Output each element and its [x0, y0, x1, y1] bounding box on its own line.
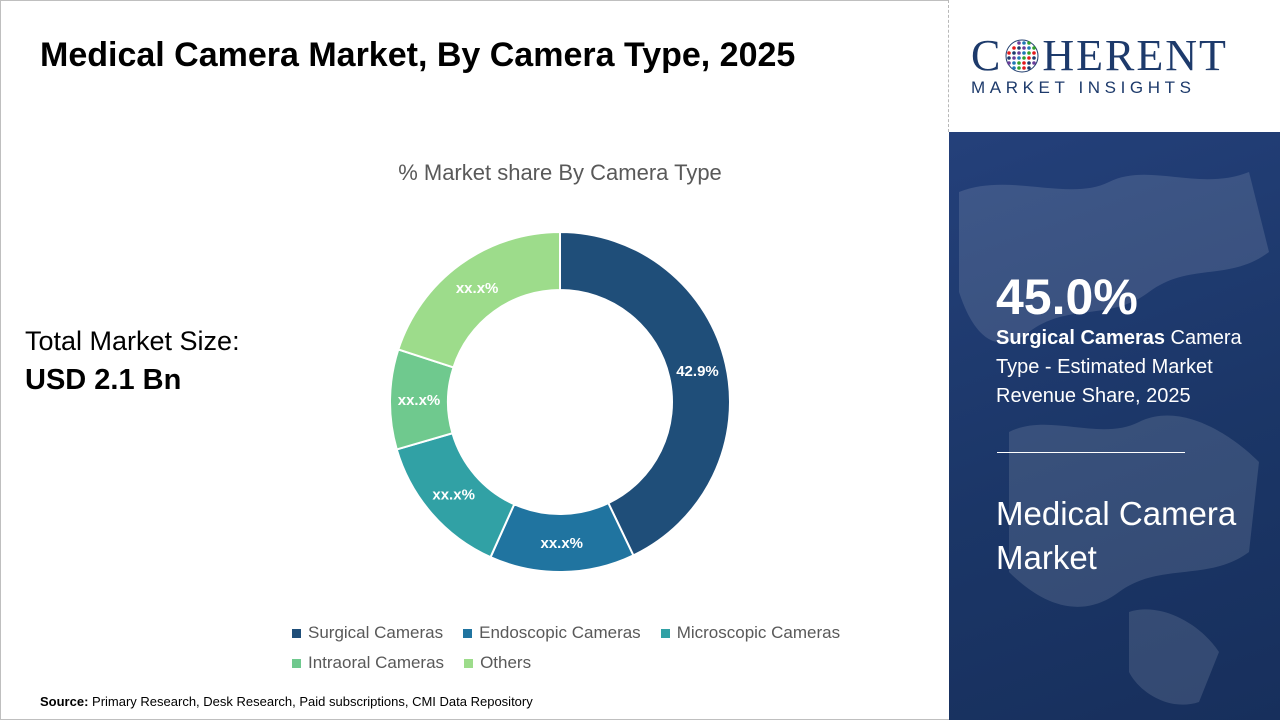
total-market-size-label: Total Market Size: [25, 326, 240, 356]
logo-tagline: MARKET INSIGHTS [971, 78, 1196, 97]
legend-item-microscopic-cameras: Microscopic Cameras [660, 623, 841, 643]
legend-label: Endoscopic Cameras [479, 623, 641, 642]
legend-row: Surgical Cameras Endoscopic Cameras Micros… [292, 618, 912, 648]
legend-item-others: Others [464, 653, 531, 673]
market-name: Medical Camera Market [996, 495, 1237, 576]
legend-swatch [292, 658, 301, 668]
highlight-description-text: Camera Type - Estimated Market Revenue S… [996, 327, 1242, 407]
donut-slice-surgical-cameras [559, 230, 731, 557]
data-label: xx.x% [432, 487, 475, 504]
total-market-size-value: USD 2.1 Bn [25, 364, 182, 396]
legend-swatch [464, 658, 474, 668]
legend-label: Intraoral Cameras [308, 653, 445, 672]
logo-letter-c: C [971, 31, 1003, 80]
chart-title: % Market share By Camera Type [398, 160, 722, 185]
world-map-icon [959, 172, 1269, 705]
chart-legend: Surgical Cameras Endoscopic Cameras Micros… [292, 618, 912, 678]
source-text: Primary Research, Desk Research, Paid su… [92, 694, 533, 709]
legend-label: Microscopic Cameras [676, 623, 841, 642]
legend-item-surgical-cameras: Surgical Cameras [292, 623, 443, 643]
highlight-value: 45.0% [996, 269, 1138, 325]
company-logo: C HERENT MARKET INSIGHTS [949, 0, 1280, 132]
source-note: Source: Primary Research, Desk Research,… [40, 694, 533, 709]
legend-label: Surgical Cameras [308, 623, 444, 642]
legend-swatch [660, 628, 670, 638]
globe-icon [1005, 39, 1039, 72]
source-label: Source: [40, 694, 89, 709]
logo-wordmark: C HERENT [971, 30, 1228, 81]
data-label: xx.x% [540, 535, 583, 552]
logo-letters-herent: HERENT [1042, 31, 1228, 80]
highlight-segment: Surgical Cameras [996, 327, 1165, 349]
data-label: xx.x% [456, 280, 499, 297]
legend-label: Others [480, 653, 532, 672]
legend-item-endoscopic-cameras: Endoscopic Cameras [463, 623, 641, 643]
legend-item-intraoral-cameras: Intraoral Cameras [292, 653, 444, 673]
donut-slice-others [397, 230, 561, 369]
legend-swatch [292, 628, 301, 638]
donut-chart: 42.9% xx.x% xx.x% xx.x% xx.x% [389, 230, 731, 573]
highlight-description: Surgical Cameras Camera Type - Estimated… [996, 324, 1266, 411]
panel-divider [997, 452, 1185, 453]
page-title: Medical Camera Market, By Camera Type, 2… [40, 36, 796, 74]
legend-swatch [463, 628, 473, 638]
data-label: xx.x% [398, 392, 441, 409]
legend-row: Intraoral Cameras Others [292, 648, 912, 678]
header-divider [948, 0, 949, 132]
highlight-panel: 45.0% Surgical Cameras Camera Type - Est… [949, 132, 1280, 720]
data-label: 42.9% [676, 363, 719, 380]
